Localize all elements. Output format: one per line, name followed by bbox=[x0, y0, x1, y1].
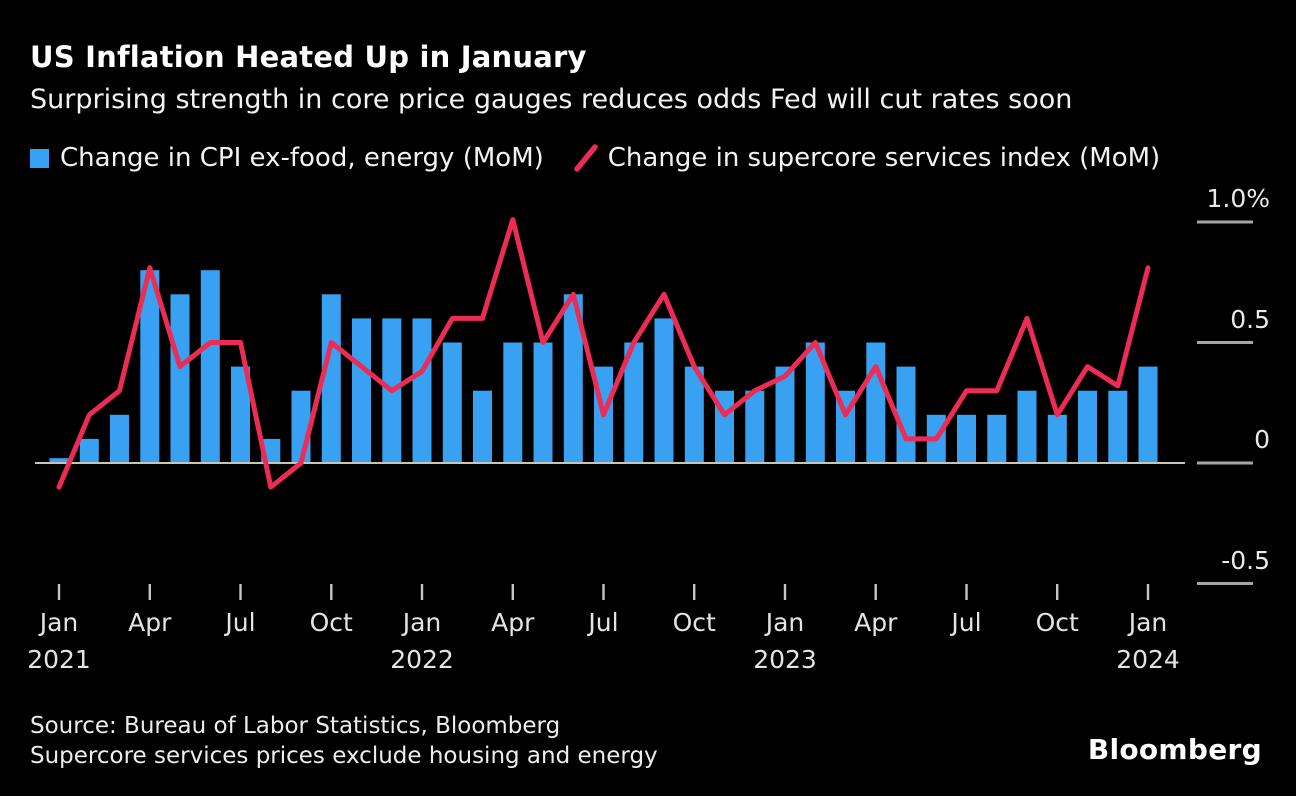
cpi-bar bbox=[624, 342, 644, 464]
cpi-bar bbox=[1047, 414, 1067, 464]
page-subtitle: Surprising strength in core price gauges… bbox=[30, 84, 1073, 115]
cpi-bar bbox=[654, 318, 674, 464]
cpi-bar bbox=[987, 414, 1007, 464]
zero-baseline bbox=[35, 462, 1185, 464]
x-tick bbox=[57, 584, 61, 600]
cpi-bar bbox=[49, 458, 69, 464]
supercore-line bbox=[56, 217, 1151, 490]
x-axis-year-label: 2024 bbox=[1116, 645, 1180, 674]
x-tick bbox=[783, 584, 787, 600]
cpi-bar bbox=[684, 366, 704, 464]
y-axis-label: 0.5 bbox=[1230, 304, 1270, 334]
supercore-slash-icon bbox=[572, 144, 600, 172]
x-axis-year-label: 2021 bbox=[27, 645, 91, 674]
x-tick bbox=[693, 584, 696, 600]
cpi-bar bbox=[866, 342, 886, 464]
x-axis-month-label: Jul bbox=[225, 608, 256, 637]
cpi-bar bbox=[1138, 366, 1158, 464]
x-tick bbox=[511, 584, 514, 600]
cpi-bar bbox=[79, 438, 99, 464]
cpi-bar bbox=[503, 342, 523, 464]
bloomberg-logo: Bloomberg bbox=[1087, 733, 1262, 766]
x-axis-year-label: 2023 bbox=[753, 645, 817, 674]
x-axis-month-label: Oct bbox=[672, 608, 716, 637]
cpi-bar bbox=[321, 294, 341, 464]
cpi-bar-swatch-icon bbox=[30, 148, 49, 168]
x-axis-month-label: Jan bbox=[39, 608, 79, 637]
cpi-bar bbox=[170, 294, 190, 464]
x-tick bbox=[602, 584, 605, 600]
x-tick bbox=[1146, 584, 1150, 600]
cpi-bar bbox=[563, 294, 583, 464]
source-text: Source: Bureau of Labor Statistics, Bloo… bbox=[30, 713, 561, 739]
cpi-bar bbox=[1017, 390, 1037, 464]
cpi-bar bbox=[805, 342, 825, 464]
cpi-bar bbox=[533, 342, 553, 464]
y-axis-label: 0 bbox=[1254, 425, 1270, 454]
x-axis-month-label: Jan bbox=[765, 608, 805, 637]
cpi-bar bbox=[442, 342, 462, 464]
cpi-bar bbox=[1108, 390, 1128, 464]
x-axis-month-label: Jan bbox=[402, 608, 442, 637]
footnote-text: Supercore services prices exclude housin… bbox=[30, 743, 658, 769]
x-axis-month-label: Oct bbox=[1035, 608, 1079, 637]
x-axis-month-label: Jul bbox=[951, 608, 982, 637]
y-gridline-tick bbox=[1197, 582, 1253, 585]
cpi-bar bbox=[775, 366, 795, 464]
x-tick bbox=[330, 584, 333, 600]
cpi-bar bbox=[110, 414, 129, 464]
x-axis-month-label: Apr bbox=[128, 608, 172, 637]
cpi-bar bbox=[231, 366, 250, 464]
y-gridline-tick bbox=[1197, 461, 1253, 465]
legend-item-supercore: Change in supercore services index (MoM) bbox=[572, 143, 1160, 173]
x-axis-year-label: 2022 bbox=[390, 645, 454, 674]
x-axis-month-label: Oct bbox=[309, 608, 353, 637]
x-tick bbox=[148, 584, 151, 600]
cpi-bar bbox=[957, 414, 976, 464]
y-gridline-tick bbox=[1197, 220, 1253, 224]
cpi-bar bbox=[352, 318, 371, 464]
y-gridline-tick bbox=[1197, 341, 1253, 344]
x-tick bbox=[239, 584, 242, 600]
y-axis-label: 1.0% bbox=[1206, 184, 1270, 213]
x-axis-month-label: Apr bbox=[491, 608, 535, 637]
x-axis-month-label: Apr bbox=[854, 608, 898, 637]
cpi-bar bbox=[1078, 390, 1097, 464]
x-tick bbox=[965, 584, 968, 600]
cpi-bar bbox=[896, 366, 916, 464]
cpi-bar bbox=[140, 270, 160, 464]
legend-item-cpi: Change in CPI ex-food, energy (MoM) bbox=[30, 143, 544, 173]
x-axis-month-label: Jul bbox=[588, 608, 619, 637]
cpi-bar bbox=[200, 270, 220, 464]
cpi-bar bbox=[745, 390, 765, 464]
legend-label-cpi: Change in CPI ex-food, energy (MoM) bbox=[60, 143, 544, 173]
cpi-bar bbox=[412, 318, 432, 464]
legend-label-supercore: Change in supercore services index (MoM) bbox=[607, 143, 1161, 173]
page-title: US Inflation Heated Up in January bbox=[30, 40, 587, 74]
x-tick bbox=[420, 584, 424, 600]
x-tick bbox=[874, 584, 877, 600]
x-tick bbox=[1056, 584, 1059, 600]
legend: Change in CPI ex-food, energy (MoM) Chan… bbox=[30, 143, 1160, 173]
y-axis-label: -0.5 bbox=[1221, 545, 1270, 575]
cpi-bar bbox=[473, 390, 492, 464]
x-axis-month-label: Jan bbox=[1128, 608, 1168, 637]
